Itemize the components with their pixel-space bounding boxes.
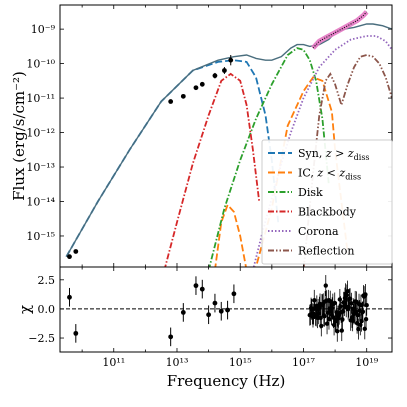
sed-data-point xyxy=(222,68,227,73)
residual-point xyxy=(199,286,205,292)
y-tick-label: 10⁻¹² xyxy=(26,127,55,140)
residual-y-axis-title: χ xyxy=(16,305,34,314)
xray-residual-point xyxy=(339,328,344,333)
xray-residual-point xyxy=(332,300,337,306)
xray-residual-point xyxy=(312,298,317,303)
xray-residual-point xyxy=(323,283,328,288)
y-tick-label: 10⁻¹⁵ xyxy=(26,230,55,243)
xray-residual-point xyxy=(328,298,333,304)
xray-residual-point xyxy=(322,313,327,319)
xray-residual-point xyxy=(318,315,323,321)
legend-label-reflection: Reflection xyxy=(298,245,354,258)
x-axis-title: Frequency (Hz) xyxy=(167,372,286,390)
legend-label-disk: Disk xyxy=(298,186,323,199)
residual-y-tick-label: 0.0 xyxy=(38,303,56,316)
xray-residual-point xyxy=(349,301,354,306)
sed-panel: 10⁻¹⁵ 10⁻¹⁴ 10⁻¹³ 10⁻¹² 10⁻¹¹ 10⁻¹⁰ 10⁻⁹ Flux (… xyxy=(10,4,393,268)
residual-point xyxy=(218,308,224,314)
legend-label-corona: Corona xyxy=(298,225,339,238)
x-tick-label: 10¹⁹ xyxy=(355,356,378,369)
residual-panel: −2.5 0.0 2.5 10¹¹ 10¹³ 10¹⁵ 10¹⁷ 10¹⁹ χ Frequency… xyxy=(16,266,393,390)
series-line-ic xyxy=(214,76,349,267)
sed-data-point xyxy=(199,81,205,87)
residual-point xyxy=(212,300,218,306)
sed-data-point xyxy=(212,73,218,79)
x-tick-label: 10¹⁵ xyxy=(229,356,252,369)
xray-residual-point xyxy=(344,292,350,298)
sed-data-point xyxy=(168,99,174,104)
sed-data-point xyxy=(228,57,234,63)
xray-residual-point xyxy=(356,326,361,332)
sed-data-point xyxy=(67,254,72,260)
residual-y-tick-label: −2.5 xyxy=(28,332,55,345)
y-tick-label: 10⁻¹⁰ xyxy=(26,58,55,71)
residual-point xyxy=(67,294,72,300)
xray-residual-point xyxy=(337,297,343,302)
y-tick-label: 10⁻¹³ xyxy=(26,161,55,174)
residual-y-tick-label: 2.5 xyxy=(38,274,56,287)
sed-data-point xyxy=(73,249,79,254)
xray-data-points xyxy=(312,11,368,49)
y-tick-label: 10⁻⁹ xyxy=(31,23,56,36)
xray-residual-point xyxy=(338,304,343,309)
residual-point xyxy=(225,307,230,313)
xray-residual-point xyxy=(345,288,350,294)
y-tick-label: 10⁻¹¹ xyxy=(26,92,55,105)
residual-point xyxy=(180,310,186,315)
xray-residual-point xyxy=(319,323,324,329)
residual-point xyxy=(193,283,199,289)
legend: Syn, z > zdiss IC, z < zdiss Disk Blackbody… xyxy=(261,139,393,265)
xray-residual-point xyxy=(324,321,330,326)
residual-point xyxy=(73,330,79,336)
residual-point xyxy=(168,334,174,340)
x-tick-label: 10¹¹ xyxy=(102,356,125,369)
residual-point xyxy=(231,291,237,297)
x-tick-label: 10¹³ xyxy=(166,356,189,369)
x-tick-label: 10¹⁷ xyxy=(292,356,315,369)
residual-frame xyxy=(59,266,393,353)
legend-label-blackbody: Blackbody xyxy=(298,206,357,219)
xray-residual-point xyxy=(335,329,340,334)
xray-residual-point xyxy=(340,317,345,322)
legend-label-syn: Syn, z > zdiss xyxy=(298,147,370,162)
sed-data-point xyxy=(180,93,186,99)
legend-label-ic: IC, z < zdiss xyxy=(298,167,361,182)
xray-residual-point xyxy=(326,316,332,322)
xray-residual-point xyxy=(364,303,369,308)
series-line-blackbody xyxy=(164,72,261,267)
series-line-total xyxy=(65,23,392,258)
series-line-reflection xyxy=(302,54,392,267)
y-axis-title: Flux (erg/s/cm⁻²) xyxy=(10,71,28,201)
series-line-syn xyxy=(65,59,280,258)
xray-residual-point xyxy=(360,309,366,314)
xray-residual-point xyxy=(363,316,369,322)
residual-point xyxy=(206,312,212,318)
series-line-disk xyxy=(208,47,330,267)
y-tick-label: 10⁻¹⁴ xyxy=(26,196,55,209)
sed-data-point xyxy=(193,85,199,91)
xray-residual-point xyxy=(336,316,341,321)
